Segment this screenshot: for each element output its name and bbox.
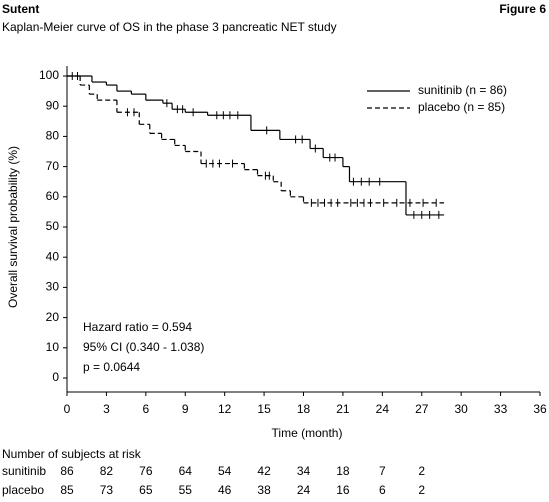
- risk-value: 2: [418, 483, 425, 497]
- y-tick-label: 60: [46, 189, 60, 203]
- risk-value: 2: [418, 464, 425, 478]
- risk-value: 38: [257, 483, 271, 497]
- risk-value: 64: [179, 464, 193, 478]
- y-tick-label: 100: [39, 68, 59, 82]
- x-tick-label: 15: [257, 402, 271, 416]
- x-tick-label: 9: [182, 402, 189, 416]
- risk-value: 82: [100, 464, 114, 478]
- y-tick-label: 40: [46, 249, 60, 263]
- y-tick-label: 80: [46, 129, 60, 143]
- risk-value: 7: [379, 464, 386, 478]
- y-axis-label: Overall survival probability (%): [6, 146, 20, 308]
- risk-value: 42: [257, 464, 271, 478]
- risk-value: 73: [100, 483, 114, 497]
- x-tick-label: 36: [533, 402, 547, 416]
- legend-label: sunitinib (n = 86): [418, 83, 507, 97]
- risk-value: 85: [60, 483, 74, 497]
- x-tick-label: 6: [142, 402, 149, 416]
- chart-title: Kaplan-Meier curve of OS in the phase 3 …: [2, 20, 337, 34]
- legend-label: placebo (n = 85): [418, 100, 505, 114]
- x-tick-label: 33: [494, 402, 508, 416]
- y-tick-label: 10: [46, 340, 60, 354]
- risk-value: 76: [139, 464, 153, 478]
- risk-value: 54: [218, 464, 232, 478]
- risk-value: 16: [336, 483, 350, 497]
- risk-value: 18: [336, 464, 350, 478]
- x-tick-label: 0: [64, 402, 71, 416]
- annotation: p = 0.0644: [83, 360, 140, 374]
- x-tick-label: 12: [218, 402, 232, 416]
- brand: Sutent: [2, 2, 39, 16]
- y-tick-label: 30: [46, 280, 60, 294]
- y-tick-label: 50: [46, 219, 60, 233]
- figure-label: Figure 6: [499, 2, 546, 16]
- x-tick-label: 18: [297, 402, 311, 416]
- annotation: 95% CI (0.340 - 1.038): [83, 340, 204, 354]
- x-axis-label: Time (month): [272, 426, 343, 440]
- risk-value: 86: [60, 464, 74, 478]
- risk-value: 24: [297, 483, 311, 497]
- x-tick-label: 24: [376, 402, 390, 416]
- y-tick-label: 20: [46, 310, 60, 324]
- x-tick-label: 30: [454, 402, 468, 416]
- risk-value: 55: [179, 483, 193, 497]
- y-tick-label: 70: [46, 159, 60, 173]
- risk-value: 46: [218, 483, 232, 497]
- risk-row-name: sunitinib: [2, 464, 46, 478]
- x-tick-label: 27: [415, 402, 429, 416]
- y-tick-label: 90: [46, 98, 60, 112]
- risk-value: 6: [379, 483, 386, 497]
- risk-row-name: placebo: [2, 483, 44, 497]
- risk-value: 34: [297, 464, 311, 478]
- annotation: Hazard ratio = 0.594: [83, 320, 192, 334]
- x-tick-label: 21: [336, 402, 350, 416]
- y-tick-label: 0: [52, 370, 59, 384]
- x-tick-label: 3: [103, 402, 110, 416]
- risk-title: Number of subjects at risk: [2, 447, 142, 461]
- risk-value: 65: [139, 483, 153, 497]
